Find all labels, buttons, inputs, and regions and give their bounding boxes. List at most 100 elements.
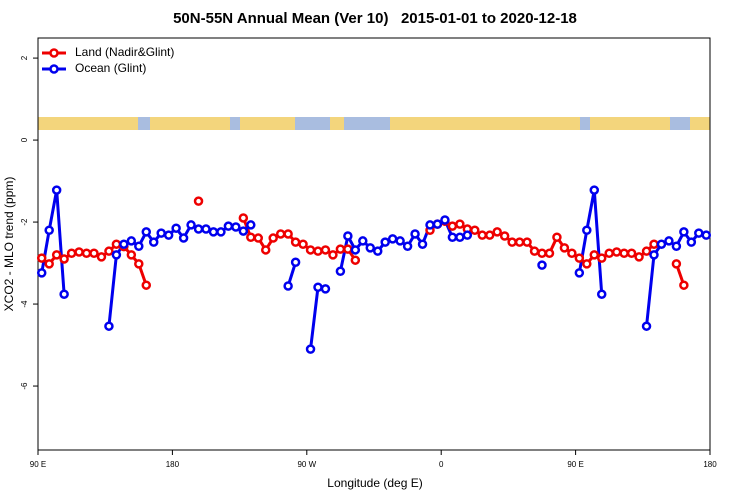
data-point [380,237,390,247]
data-point [447,232,458,242]
data-point [686,237,697,247]
data-point [201,224,211,234]
data-point [544,248,555,258]
data-point [208,227,219,237]
data-point [365,243,376,253]
data-point [328,250,338,260]
map-strip [38,117,710,130]
data-point [44,225,54,236]
data-point [626,248,637,258]
data-point [410,229,420,239]
data-point [141,280,152,290]
data-point [290,237,301,247]
data-point [470,225,480,236]
data-point [350,255,361,265]
data-point [260,245,271,255]
data-point [582,225,592,236]
data-point [59,289,69,299]
data-point [343,244,353,254]
x-tick-label: 180 [703,460,717,469]
x-tick-label: 0 [439,460,444,469]
data-point [51,250,62,260]
data-point [387,234,398,244]
data-point [671,241,682,252]
data-point [514,237,525,247]
data-point [305,344,316,354]
legend-label: Ocean (Glint) [75,61,146,75]
legend-marker [49,64,59,74]
data-point [51,185,62,195]
data-point [36,268,47,278]
data-point [148,237,159,247]
data-point [492,227,502,237]
y-tick-label: 0 [20,137,29,142]
data-point [611,247,622,257]
data-point [574,268,585,278]
data-point [664,236,674,246]
data-point [649,239,659,249]
data-point [186,220,196,230]
chart-title: 50N-55N Annual Mean (Ver 10) 2015-01-01 … [173,10,577,27]
data-point [417,239,428,249]
data-point [171,223,181,233]
data-point [216,227,226,237]
y-tick-label: -4 [20,300,29,308]
data-point [619,248,629,258]
data-point [522,237,532,247]
data-point [679,280,689,290]
data-point [126,250,137,260]
data-point [246,232,256,242]
data-point [74,247,84,257]
data-point [537,248,547,258]
data-point [641,321,652,331]
data-point [679,227,689,237]
data-point [395,236,405,246]
data-point [596,289,607,299]
data-point [44,259,54,269]
data-point [671,259,682,269]
data-point [89,248,99,258]
data-point [253,233,264,243]
data-point [141,227,152,237]
data-point [694,228,704,238]
data-point [313,246,323,256]
data-point [567,248,577,258]
plot-frame [37,37,711,451]
data-point [440,215,450,225]
data-point [320,245,331,255]
data-point [66,248,77,258]
data-point [552,232,562,242]
data-point [119,239,129,249]
data-point [111,250,122,260]
data-point [298,239,308,249]
data-point [305,245,316,255]
data-point [156,228,166,238]
data-point [283,281,293,291]
data-point [372,246,383,256]
y-tick-label: -6 [20,382,29,390]
x-tick-label: 90 E [567,460,583,469]
data-point [104,246,114,256]
data-point [246,220,256,230]
data-point [134,241,144,252]
legend-label: Land (Nadir&Glint) [75,45,174,59]
data-point [589,250,600,260]
data-point [238,226,249,236]
data-point [701,230,712,240]
data-point [163,230,174,240]
data-point [447,221,458,231]
y-tick-label: 2 [20,55,29,60]
y-tick-label: -2 [20,218,29,226]
data-point [529,246,540,256]
data-point [455,219,465,229]
data-point [582,259,592,269]
data-point [507,237,517,247]
data-point [604,248,614,258]
data-point [589,185,600,195]
x-axis-label: Longitude (deg E) [327,476,422,490]
x-tick-label: 90 W [297,460,316,469]
data-point [499,231,510,241]
data-point [477,230,488,240]
